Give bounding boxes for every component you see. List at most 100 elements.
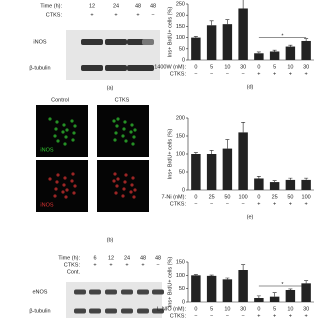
ctks-sign: − (226, 201, 229, 207)
ctks-sign: + (257, 313, 260, 319)
cell (133, 128, 137, 132)
cell (124, 173, 128, 177)
cell (72, 131, 76, 135)
cell (62, 123, 66, 127)
lane-time: 24 (113, 3, 119, 9)
bar (222, 279, 233, 302)
error-bar (288, 177, 293, 180)
cell (124, 139, 128, 143)
row-label: β-tubulin (29, 65, 50, 71)
cell (53, 134, 57, 138)
cell (116, 117, 120, 121)
x-tick-label: 100 (302, 194, 311, 200)
bar (191, 154, 201, 190)
cont-label: Cont. (67, 269, 81, 275)
cell (55, 180, 59, 184)
cell (61, 130, 65, 134)
x-tick-label: 0 (257, 64, 260, 70)
cell (132, 195, 136, 199)
lane-time: 48 (150, 3, 156, 9)
ctks-sign: + (305, 313, 308, 319)
significance: * (281, 34, 284, 40)
cell (121, 194, 125, 198)
cell (130, 183, 134, 187)
bar (222, 148, 233, 190)
error-bar (256, 295, 261, 298)
ctks-sign: − (194, 71, 197, 77)
band (152, 289, 164, 295)
cell (55, 120, 59, 124)
bar (254, 178, 264, 190)
band (81, 65, 103, 71)
error-bar (241, 264, 246, 270)
band (89, 308, 101, 314)
y-tick-label: 200 (176, 115, 185, 121)
cell (121, 134, 125, 138)
y-tick-label: 150 (176, 133, 185, 139)
cell (56, 139, 60, 143)
x-tick-label: 5 (273, 64, 276, 70)
x-tick-label: 5 (210, 306, 213, 312)
y-tick-label: 0 (182, 57, 185, 63)
y-tick-label: 0 (182, 187, 185, 193)
band (152, 308, 164, 314)
cell (73, 184, 77, 188)
ctks-sign: − (242, 201, 245, 207)
lane-time: 6 (93, 255, 96, 261)
ctks-sign: − (226, 71, 229, 77)
ctks-sign: + (273, 71, 276, 77)
lane-time: 12 (89, 3, 95, 9)
time-label: Time (h): (58, 255, 80, 261)
ctks-label: CTKS: (170, 201, 187, 207)
x-tick-label: 0 (194, 306, 197, 312)
x-tick-label: 30 (240, 64, 246, 70)
blot-bg (66, 30, 160, 80)
ctks-sign: + (257, 201, 260, 207)
x-tick-label: 25 (272, 194, 278, 200)
y-tick-label: 0 (182, 299, 185, 305)
stain-label: iNOS (40, 202, 53, 208)
band (81, 39, 103, 45)
error-bar (272, 49, 277, 52)
cell (132, 135, 136, 139)
ctks-sign: + (273, 313, 276, 319)
y-tick-label: 100 (176, 273, 185, 279)
cell (114, 191, 118, 195)
error-bar (209, 274, 214, 276)
error-bar (304, 280, 309, 284)
error-bar (256, 176, 261, 179)
x-tick-label: 0 (257, 194, 260, 200)
ctks-sign: − (210, 313, 213, 319)
band (105, 39, 127, 45)
lane-ctks: − (156, 262, 159, 268)
y-tick-label: 100 (176, 151, 185, 157)
lane-ctks: + (136, 12, 139, 18)
panel-label: (d) (247, 84, 254, 90)
error-bar (272, 180, 277, 183)
cell (53, 194, 57, 198)
cell (71, 138, 75, 142)
ctks-sign: + (257, 71, 260, 77)
cell (130, 123, 134, 127)
cell (113, 138, 117, 142)
bar (269, 182, 280, 190)
x-tick-label: 0 (194, 64, 197, 70)
ctks-sign: + (305, 201, 308, 207)
ctks-sign: − (226, 313, 229, 319)
x-tick-label: 0 (194, 194, 197, 200)
lane-time: 12 (108, 255, 114, 261)
error-bar (193, 36, 198, 38)
cell (131, 142, 135, 146)
cell (131, 176, 135, 180)
band (74, 289, 86, 295)
cell (129, 130, 133, 134)
bar (269, 51, 280, 60)
ctks-sign: − (242, 71, 245, 77)
error-bar (304, 38, 309, 41)
bar (254, 53, 264, 60)
band (105, 289, 117, 295)
band (105, 308, 117, 314)
x-tick-label: 5 (273, 306, 276, 312)
band (105, 65, 127, 71)
